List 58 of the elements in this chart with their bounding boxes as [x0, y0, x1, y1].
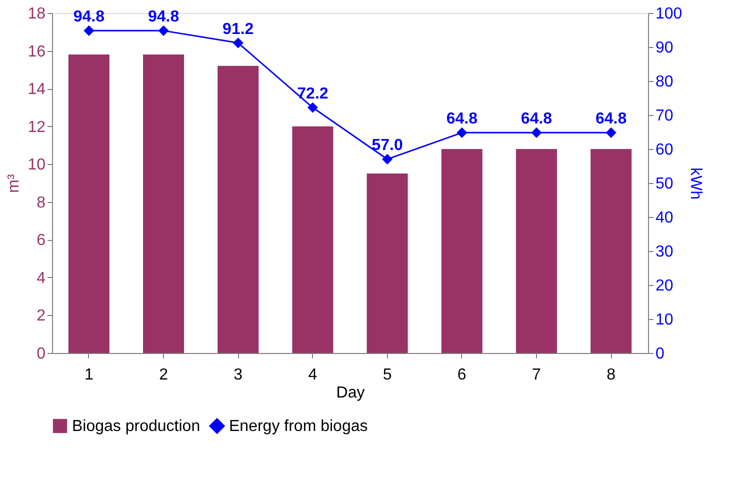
y2-tick-label: 20 [656, 278, 674, 294]
x-tick-label: 3 [234, 366, 243, 384]
bar [516, 149, 557, 353]
x-tick-label: 7 [532, 366, 542, 384]
point [532, 128, 542, 138]
bar [366, 174, 408, 353]
bar [143, 54, 184, 353]
data-label: 64.8 [446, 110, 478, 128]
point [308, 102, 318, 112]
y-tick-label: 12 [28, 118, 46, 136]
y-tick-label: 4 [36, 270, 46, 287]
y-tick-label: 6 [36, 232, 46, 250]
y-axis-title: m³ [6, 174, 23, 193]
y-tick-label: 10 [28, 156, 46, 174]
bar [441, 149, 482, 353]
point [158, 26, 168, 36]
y-tick-label: 16 [28, 43, 46, 60]
x-axis-title: Day [336, 384, 365, 402]
y-tick-label: 14 [28, 81, 46, 98]
x-tick-label: 2 [159, 366, 168, 384]
bar [68, 54, 110, 353]
y2-axis-title: kWh [687, 168, 704, 200]
point [84, 26, 94, 36]
y2-tick-label: 30 [656, 244, 674, 260]
data-label: 64.8 [520, 110, 552, 128]
x-tick-label: 8 [606, 366, 616, 384]
bar [590, 149, 632, 353]
data-label: 64.8 [596, 110, 627, 128]
y2-tick-label: 10 [656, 312, 674, 328]
x-tick-label: 4 [308, 366, 318, 384]
point [606, 128, 616, 138]
y2-tick-label: 60 [656, 142, 674, 158]
point [457, 128, 467, 138]
point [382, 154, 392, 164]
legend-label: Energy from biogas [229, 418, 368, 435]
y2-tick-label: 50 [656, 176, 674, 192]
y2-tick-label: 100 [656, 6, 682, 22]
x-tick-label: 5 [382, 366, 392, 384]
bar [292, 126, 334, 353]
x-tick-label: 6 [457, 366, 466, 384]
data-label: 72.2 [297, 86, 328, 103]
y2-tick-label: 0 [656, 346, 664, 362]
y-tick-label: 2 [36, 308, 46, 325]
legend-label: Biogas production [72, 418, 200, 435]
data-label: 91.2 [222, 20, 254, 38]
y-tick-label: 8 [36, 194, 46, 212]
y2-tick-label: 70 [656, 108, 674, 124]
y2-tick-label: 90 [656, 40, 674, 56]
data-label: 94.8 [148, 8, 180, 26]
point [233, 38, 243, 48]
y2-tick-label: 40 [656, 210, 674, 226]
y-tick-label: 0 [36, 346, 46, 362]
bar [218, 66, 259, 353]
y-tick-label: 18 [28, 6, 46, 22]
data-label: 94.8 [73, 8, 105, 26]
data-label: 57.0 [372, 137, 403, 154]
x-tick-label: 1 [84, 366, 94, 384]
y2-tick-label: 80 [656, 74, 674, 90]
